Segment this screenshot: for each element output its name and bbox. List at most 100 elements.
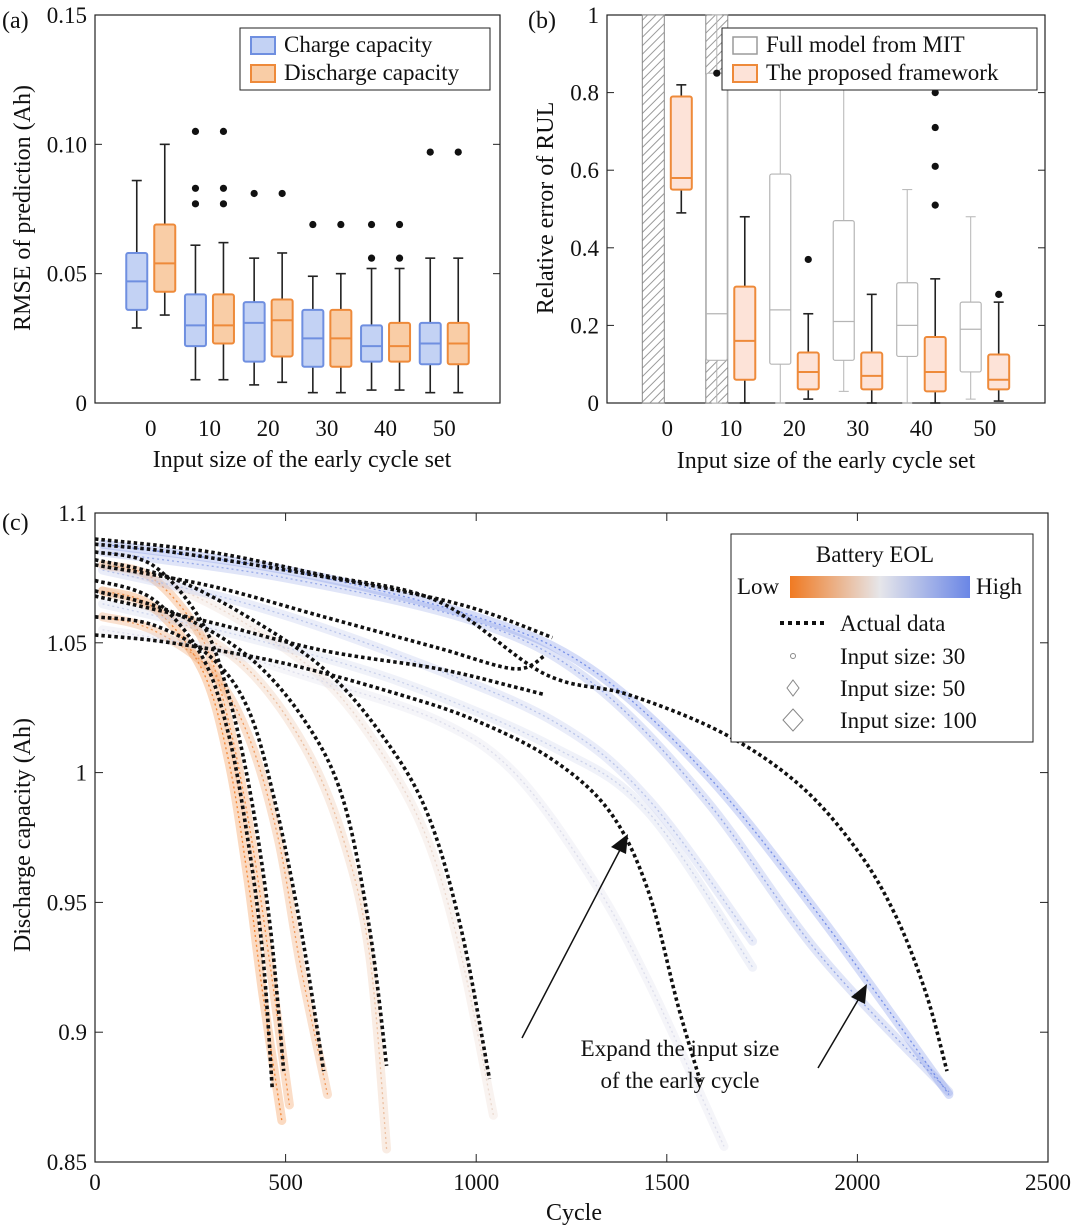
box-body [669,95,693,191]
box-body [896,282,919,358]
y-tick-label: 1.05 [47,631,87,656]
hatched-region [641,14,665,404]
panel-a-y-label: RMSE of prediction (Ah) [10,85,36,331]
actual-data-curve [94,563,546,671]
panel-c-y-axis: 0.85 0.9 0.95 1 1.05 1.1 [47,501,1048,1175]
actual-data-curve [94,557,492,1080]
panel-a-x-axis: 0 10 20 30 40 50 [145,416,456,441]
panel-a-legend-box [239,27,491,91]
box-outlier [191,200,200,208]
box-outlier [337,220,345,229]
x-tick-label: 10 [198,416,221,441]
box-outlier [931,89,939,97]
box-outlier [995,290,1003,298]
panel-b-frame [606,14,1046,404]
x-tick-label: 40 [910,416,933,441]
panel-a-x-label: Input size of the early cycle set [153,447,452,473]
panel-b-legend: Full model from MIT The proposed framewo… [721,27,1038,91]
legend-input100-label: Input size: 100 [840,708,977,733]
y-tick-label: 0.2 [570,313,599,338]
legend-discharge-swatch [250,64,276,83]
panel-c-frame [94,512,1049,1163]
y-tick-label: 0.8 [570,81,599,106]
box-outlier [219,127,228,135]
panel-b-boxes [669,14,1011,404]
box-body [860,351,884,391]
legend-input50-marker [786,679,800,697]
annotation-line1: Expand the input size [581,1036,780,1061]
y-tick-label: 0.10 [47,132,87,157]
box-outlier [713,69,721,77]
panel-c: (c) 0.85 0.9 0.95 1 1.05 1.1 0 500 1000 1500 2000… [2,501,1071,1226]
box-body [959,301,982,373]
box-outlier [931,123,939,132]
box-outlier [367,254,376,262]
legend-mit-label: Full model from MIT [766,32,965,57]
legend-title: Battery EOL [816,542,934,567]
y-tick-label: 0.4 [570,236,599,261]
x-tick-label: 50 [973,416,996,441]
panel-b: (b) 0 0.2 0.4 0.6 0.8 1 0 10 20 30 40 50 Input siz… [528,3,1046,474]
panel-a-boxes [125,127,470,394]
box-outlier [250,189,258,198]
panel-b-x-label: Input size of the early cycle set [677,448,976,474]
panel-c-x-axis: 0 500 1000 1500 2000 2500 [89,513,1071,1195]
legend-discharge-label: Discharge capacity [284,60,460,85]
predicted-curve-band [98,539,954,1099]
x-tick-label: 10 [719,416,742,441]
box-body [987,353,1011,391]
panel-b-legend-box [721,27,1038,91]
panel-c-actual-curves [94,537,949,1090]
annotation-arrowhead-right [851,984,867,1004]
x-tick-label: 20 [783,416,806,441]
x-tick-label: 50 [433,416,456,441]
y-tick-label: 0.9 [58,1020,87,1045]
box-outlier [219,184,228,192]
panel-c-predicted-curves [98,539,954,1154]
box-outlier [191,127,200,135]
actual-data-curve [94,578,275,1090]
x-tick-label: 500 [268,1170,303,1195]
box-outlier [191,184,200,192]
box-body [153,223,177,293]
actual-data-curve [94,550,286,1072]
box-body [832,220,855,361]
y-tick-label: 0.15 [47,3,87,28]
panel-a: (a) 0 0.05 0.10 0.15 0 10 20 30 40 50 Input size… [2,3,501,473]
box-outlier [278,189,286,198]
predicted-curve-markers [102,551,950,1093]
box-body [923,336,947,393]
annotation-arrowhead-left [611,834,628,854]
box-body [733,285,757,381]
box-body [183,293,207,348]
panel-a-tag: (a) [2,8,29,34]
panel-b-y-label: Relative error of RUL [533,102,559,315]
x-tick-label: 0 [89,1170,101,1195]
eol-colorbar [790,576,970,598]
x-tick-label: 40 [374,416,397,441]
panel-c-legend-box [730,533,1034,743]
actual-data-curve [94,594,546,697]
predicted-curve-markers [102,564,291,1105]
y-tick-label: 0.05 [47,262,87,287]
predicted-curve-markers [102,603,754,968]
box-body [270,298,294,358]
legend-input30-marker [790,653,796,659]
legend-mit-swatch [732,36,758,55]
box-outlier [395,220,404,229]
legend-charge-label: Charge capacity [284,32,433,57]
box-outlier [395,254,404,262]
actual-data-curve [94,633,703,1085]
y-tick-label: 1 [588,3,600,28]
box-outlier [454,148,462,156]
box-body [705,72,728,361]
x-tick-label: 30 [846,416,869,441]
box-body [360,324,384,363]
y-tick-label: 0.85 [47,1150,87,1175]
legend-charge-swatch [250,36,276,55]
annotation-arrow-right [817,994,862,1069]
panel-c-y-label: Discharge capacity (Ah) [10,718,36,952]
legend-actual-label: Actual data [840,611,945,636]
legend-input100-marker [782,708,804,732]
x-tick-label: 2500 [1025,1170,1071,1195]
